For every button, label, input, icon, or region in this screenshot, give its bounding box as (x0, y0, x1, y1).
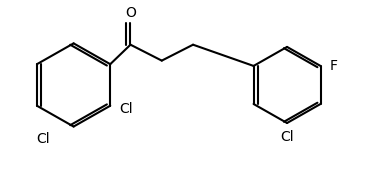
Text: Cl: Cl (280, 130, 294, 144)
Text: O: O (125, 6, 136, 20)
Text: Cl: Cl (120, 102, 133, 116)
Text: F: F (330, 59, 338, 73)
Text: Cl: Cl (36, 132, 50, 146)
